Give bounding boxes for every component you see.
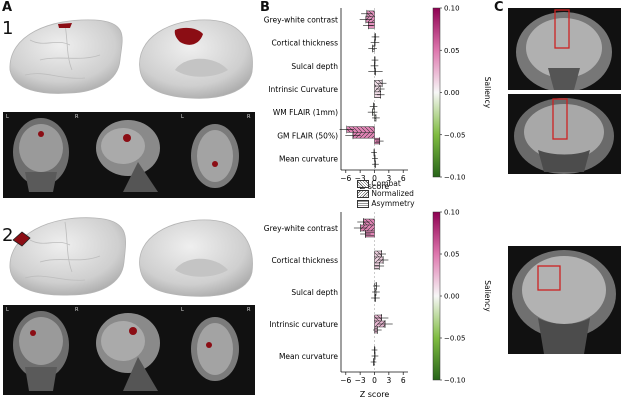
legend-item-normalized: Normalized xyxy=(357,189,417,199)
mri-right-marker: R xyxy=(247,114,251,120)
category-label: Sulcal depth xyxy=(291,288,338,297)
colorbar-tick-label: 0.00 xyxy=(444,89,460,97)
mri-coronal-2 xyxy=(13,311,69,391)
mri-left-marker: L xyxy=(6,114,9,120)
mri-axial-2 xyxy=(191,317,239,381)
panel-b-label: B xyxy=(260,0,270,15)
mri-right-marker: R xyxy=(247,307,251,313)
panel-c-label: C xyxy=(494,0,504,15)
colorbar-tick-label: −0.05 xyxy=(444,335,465,343)
panel-a-label: A xyxy=(2,0,13,15)
colorbar-tick-label: −0.10 xyxy=(444,174,465,182)
legend-label-asymmetry: Asymmetry xyxy=(371,199,415,208)
lesion-marker-1-medial xyxy=(174,27,203,45)
category-label: Mean curvature xyxy=(279,352,338,361)
colorbar-tick-label: 0.10 xyxy=(444,5,460,13)
mri-sagittal-1 xyxy=(96,120,160,192)
colorbar xyxy=(432,7,441,178)
legend-swatch-asymmetry xyxy=(357,200,369,208)
chart-legend: Combat Normalized Asymmetry xyxy=(357,179,417,209)
legend-label-combat: Combat xyxy=(371,179,401,188)
colorbar-tick-label: 0.05 xyxy=(444,47,460,55)
mri-c-coronal-3 xyxy=(508,246,621,354)
legend-label-normalized: Normalized xyxy=(371,189,414,198)
mri-strip-1: L R L R xyxy=(3,112,255,198)
brain-medial-surface-1 xyxy=(139,19,253,99)
category-label: Mean curvature xyxy=(279,154,338,163)
x-tick-label: 3 xyxy=(386,376,391,385)
x-tick-label: 6 xyxy=(401,174,406,183)
x-axis-label: Z score xyxy=(360,182,390,191)
colorbar-label: Saliency xyxy=(483,77,492,109)
colorbar-tick-label: −0.05 xyxy=(444,131,465,139)
category-label: WM FLAIR (1mm) xyxy=(273,108,338,117)
mri-left-marker: L xyxy=(6,307,9,313)
colorbar-tick-label: 0.05 xyxy=(444,251,460,259)
colorbar-tick-label: 0.00 xyxy=(444,293,460,301)
roi-box xyxy=(554,9,570,49)
category-label: Cortical thickness xyxy=(271,256,338,265)
mri-sagittal-2 xyxy=(96,313,160,391)
x-tick-label: 6 xyxy=(401,376,406,385)
row-2-label: 2 xyxy=(2,225,14,246)
mri-left-marker: L xyxy=(181,307,184,313)
roi-box xyxy=(537,265,561,291)
category-label: Grey-white contrast xyxy=(264,16,338,25)
x-axis-label: Z score xyxy=(360,390,390,399)
bar-hatch-normalized xyxy=(352,132,375,139)
colorbar-label: Saliency xyxy=(483,280,492,312)
brain-lateral-surface-2 xyxy=(9,217,126,296)
legend-swatch-normalized xyxy=(357,190,369,198)
roi-box xyxy=(552,98,568,140)
x-tick-label: 0 xyxy=(372,174,377,183)
mri-axial-1 xyxy=(191,124,239,188)
colorbar xyxy=(432,211,441,381)
mri-strip-2: L R L R xyxy=(3,305,255,395)
mri-right-marker: R xyxy=(75,307,79,313)
x-tick-label: −6 xyxy=(340,174,351,183)
mri-c-coronal-2 xyxy=(508,94,621,174)
category-label: GM FLAIR (50%) xyxy=(277,131,338,140)
x-tick-label: 3 xyxy=(386,174,391,183)
colorbar-tick-label: 0.10 xyxy=(444,209,460,217)
lesion-marker-1-lateral xyxy=(58,23,72,28)
row-1-label: 1 xyxy=(2,18,14,39)
legend-item-combat: Combat xyxy=(357,179,417,189)
category-label: Grey-white contrast xyxy=(264,224,338,233)
bar-hatch-combat xyxy=(346,126,375,133)
x-tick-label: −3 xyxy=(355,174,366,183)
brain-lateral-surface-1 xyxy=(9,19,123,94)
mri-right-marker: R xyxy=(75,114,79,120)
mri-coronal-1 xyxy=(13,118,69,192)
category-label: Intrinsic curvature xyxy=(269,320,338,329)
colorbar-tick-label: −0.10 xyxy=(444,377,465,385)
lesion-marker-2-lateral xyxy=(12,231,31,247)
category-label: Sulcal depth xyxy=(291,62,338,71)
legend-swatch-combat xyxy=(357,180,369,188)
x-tick-label: −6 xyxy=(340,376,351,385)
category-label: Cortical thickness xyxy=(271,39,338,48)
category-label: Intrinsic Curvature xyxy=(268,85,338,94)
bar-hatch-normalized xyxy=(360,225,375,231)
panel-a-figure xyxy=(9,19,253,297)
x-tick-label: 0 xyxy=(372,376,377,385)
mri-left-marker: L xyxy=(181,114,184,120)
legend-item-asymmetry: Asymmetry xyxy=(357,199,417,209)
mri-c-coronal-1 xyxy=(508,8,621,92)
brain-medial-surface-2 xyxy=(139,219,253,297)
x-tick-label: −3 xyxy=(355,376,366,385)
